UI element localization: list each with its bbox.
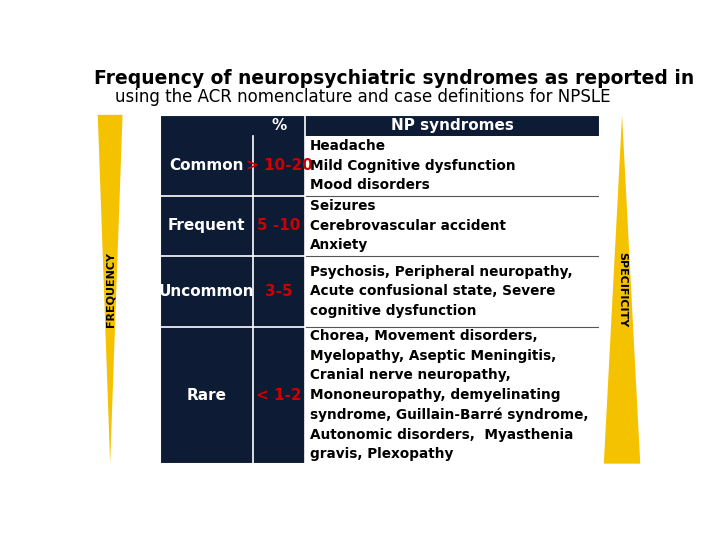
Text: > 10-20: > 10-20 — [246, 158, 312, 173]
Bar — [253, 256, 305, 327]
Text: Frequent: Frequent — [168, 218, 245, 233]
Text: Seizures
Cerebrovascular accident
Anxiety: Seizures Cerebrovascular accident Anxiet… — [310, 199, 506, 252]
Text: 5 -10: 5 -10 — [258, 218, 301, 233]
Text: %: % — [271, 118, 287, 133]
Bar — [160, 115, 600, 136]
Text: Common: Common — [169, 158, 243, 173]
Bar — [160, 256, 253, 327]
Bar — [160, 136, 253, 195]
Bar — [305, 136, 600, 195]
Bar — [253, 327, 305, 464]
Text: Chorea, Movement disorders,
Myelopathy, Aseptic Meningitis,
Cranial nerve neurop: Chorea, Movement disorders, Myelopathy, … — [310, 329, 589, 461]
Bar — [305, 195, 600, 256]
Bar — [160, 327, 253, 464]
Bar — [253, 195, 305, 256]
Text: < 1-2: < 1-2 — [256, 388, 302, 403]
Text: FREQUENCY: FREQUENCY — [105, 252, 115, 327]
Bar — [160, 195, 253, 256]
Bar — [253, 136, 305, 195]
Bar — [305, 327, 600, 464]
Text: Psychosis, Peripheral neuropathy,
Acute confusional state, Severe
cognitive dysf: Psychosis, Peripheral neuropathy, Acute … — [310, 265, 572, 318]
Text: using the ACR nomenclature and case definitions for NPSLE: using the ACR nomenclature and case defi… — [94, 88, 611, 106]
Text: Headache
Mild Cognitive dysfunction
Mood disorders: Headache Mild Cognitive dysfunction Mood… — [310, 139, 516, 192]
Text: NP syndromes: NP syndromes — [391, 118, 514, 133]
Text: SPECIFICITY: SPECIFICITY — [617, 252, 627, 327]
Polygon shape — [604, 115, 640, 464]
Polygon shape — [98, 115, 122, 464]
Bar — [305, 256, 600, 327]
Text: 3-5: 3-5 — [265, 284, 293, 299]
Text: Frequency of neuropsychiatric syndromes as reported in: Frequency of neuropsychiatric syndromes … — [94, 69, 694, 87]
Text: Rare: Rare — [186, 388, 226, 403]
Text: Uncommon: Uncommon — [158, 284, 254, 299]
